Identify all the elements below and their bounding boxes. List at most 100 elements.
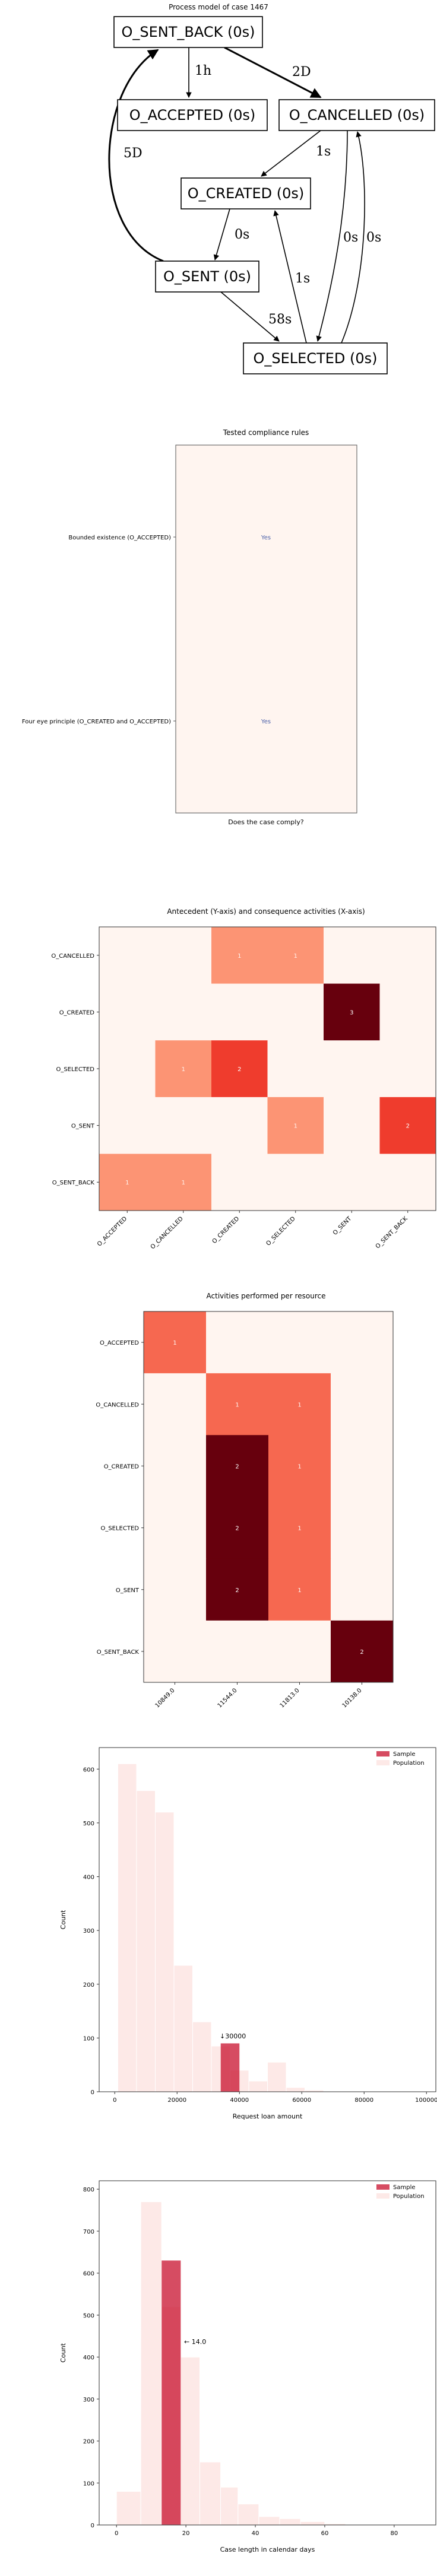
heatmap-cell: [144, 1311, 207, 1374]
x-axis-label: Request loan amount: [233, 2113, 303, 2120]
heatmap-cell: [144, 1620, 207, 1683]
y-tick-label: O_CREATED: [59, 1009, 95, 1016]
edge-label: 58s: [268, 312, 292, 327]
population-bar: [200, 2461, 221, 2526]
edge-label: 5D: [124, 146, 142, 161]
heatmap-cell: [144, 1373, 207, 1435]
heatmap-cell: [324, 1040, 380, 1098]
population-bar: [140, 2201, 162, 2526]
sample-annotation: ← 14.0: [184, 2338, 206, 2346]
heatmap-cell: [99, 927, 156, 984]
cell-value: 1: [235, 1402, 239, 1408]
population-bar: [180, 2356, 201, 2526]
heatmap-cell: [267, 1040, 324, 1098]
heatmap-cell: [206, 1435, 269, 1497]
y-tick-label: 500: [83, 1821, 94, 1827]
cell-value: 3: [350, 1009, 353, 1016]
population-bar: [192, 2021, 212, 2092]
legend-label-sample: Sample: [393, 1751, 416, 1758]
heatmap-cell: [268, 1558, 331, 1621]
heatmap-cell: [331, 1373, 394, 1435]
x-tick-label: 20000: [167, 2097, 186, 2104]
heatmap-cell: [379, 1097, 436, 1154]
plot-frame: [99, 1747, 436, 2092]
y-tick-label: 200: [83, 1982, 94, 1989]
node-o-sent: O_SENT (0s): [155, 261, 259, 293]
x-tick-label: 10849.0: [154, 1687, 176, 1709]
x-tick-label: O_SENT_BACK: [375, 1215, 409, 1250]
x-tick-label: O_ACCEPTED: [96, 1215, 129, 1248]
population-bar: [118, 1763, 137, 2092]
y-tick-label: O_ACCEPTED: [100, 1340, 139, 1346]
cell-value: 2: [360, 1649, 363, 1656]
node-box: [180, 177, 311, 209]
heatmap-cell: [331, 1497, 394, 1559]
legend-label-sample: Sample: [393, 2184, 416, 2191]
legend-label-population: Population: [393, 1760, 425, 1767]
y-tick-label: 300: [83, 1928, 94, 1935]
antecedent-heatmap: Antecedent (Y-axis) and consequence acti…: [51, 907, 436, 1250]
node-box: [113, 16, 263, 48]
heatmap-cell: [99, 1154, 156, 1211]
edge-label: 1h: [195, 63, 211, 78]
x-tick-label: 60000: [292, 2097, 311, 2104]
population-bar: [300, 2521, 325, 2526]
heatmap-cell: [206, 1311, 269, 1374]
legend-swatch-population: [376, 1760, 390, 1765]
heatmap-cell: [144, 1497, 207, 1559]
heatmap-cell: [331, 1311, 394, 1374]
x-tick-label: 40000: [230, 2097, 249, 2104]
y-tick-label: O_CANCELLED: [96, 1402, 139, 1408]
cell-value: 1: [297, 1587, 301, 1594]
edge-label: 0s: [235, 227, 249, 242]
y-tick-label: 500: [83, 2313, 94, 2319]
heatmap-cell: [211, 927, 268, 984]
x-tick-label: O_SENT: [332, 1215, 353, 1237]
heatmap-frame: [143, 1311, 394, 1683]
x-tick-label: 11544.0: [217, 1687, 239, 1709]
edge-label: 0s: [366, 230, 381, 245]
loan-histogram: 0 20000 40000 60000 80000 100000 0 100 200 300 400…: [59, 1747, 437, 2120]
y-tick-label: O_SELECTED: [100, 1526, 139, 1532]
y-tick-label: 0: [91, 2089, 94, 2096]
x-axis-label: Case length in calendar days: [220, 2546, 315, 2553]
x-tick-label: 100000: [415, 2097, 437, 2104]
x-axis-label: Does the case comply?: [228, 818, 304, 826]
x-tick-label: 0: [113, 2097, 116, 2104]
edge-o-created-to-o-sent: [213, 208, 230, 261]
heatmap-cell: [331, 1435, 394, 1497]
edge-o-cancelled-to-o-selected: [316, 130, 348, 342]
compliance-chart: Tested compliance rules Bounded existenc…: [22, 428, 357, 826]
population-bar: [238, 2504, 259, 2526]
population-bar: [286, 2087, 305, 2092]
y-tick-label: O_SENT: [71, 1123, 95, 1130]
x-tick-label: O_CANCELLED: [150, 1215, 185, 1250]
y-tick-label: 100: [83, 2480, 94, 2487]
heatmap-cell: [144, 1558, 207, 1621]
heatmap-cell: [211, 1097, 268, 1154]
edge-label: 0s: [343, 230, 358, 245]
edge-o-sent-to-o-selected: [220, 291, 280, 342]
heatmap-cell: [268, 1373, 331, 1435]
cell-value: 1: [297, 1402, 301, 1408]
cell-value: 2: [406, 1123, 410, 1130]
heatmap-cell: [379, 927, 436, 984]
node-label: O_CREATED (0s): [188, 185, 304, 202]
heatmap-cell: [267, 1097, 324, 1154]
heatmap-cell: [211, 983, 268, 1041]
heatmap-cell: [324, 1154, 380, 1211]
heatmap-cell: [268, 1311, 331, 1374]
heatmap-cell: [206, 1373, 269, 1435]
row-label: Bounded existence (O_ACCEPTED): [68, 535, 171, 541]
heatmap-cell: [268, 1620, 331, 1683]
x-tick-label: 80000: [354, 2097, 373, 2104]
edge-o-sent-back-to-o-cancelled: [224, 46, 322, 99]
chart-title: Activities performed per resource: [207, 1292, 326, 1300]
y-tick-label: O_CREATED: [104, 1463, 140, 1470]
heatmap-cell: [379, 983, 436, 1041]
edge-o-selected-to-o-created: [273, 210, 307, 344]
resource-heatmap: Activities performed per resource 1 1 1 2 1 2…: [96, 1292, 394, 1709]
node-o-selected: O_SELECTED (0s): [243, 342, 388, 374]
cell-value: 2: [235, 1526, 239, 1532]
